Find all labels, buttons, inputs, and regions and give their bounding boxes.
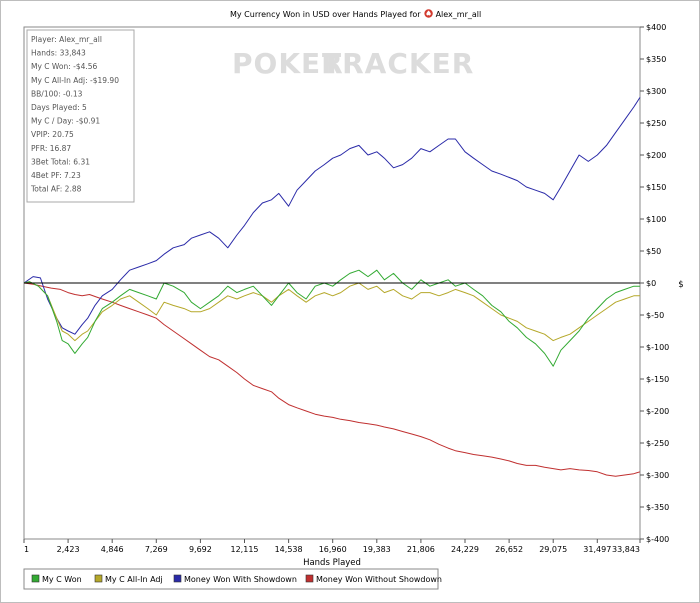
x-axis-title: Hands Played [303, 558, 361, 568]
axes: $400 $350 $300 $250 $200 $150 $100 $50 $0 $-50 $-1… [23, 23, 669, 554]
stats-line: VPIP: 20.75 [31, 130, 74, 139]
chart-title-player: Alex_mr_all [436, 10, 482, 19]
stats-line: Days Played: 5 [31, 103, 87, 112]
stats-line: Total AF: 2.88 [30, 185, 82, 194]
y-tick-label: $50 [646, 247, 661, 256]
x-tick-label: 4,846 [101, 545, 124, 554]
watermark: POKER TRACKER [232, 47, 474, 80]
x-tick-label: 26,652 [495, 545, 523, 554]
legend-label: Money Won With Showdown [184, 575, 297, 584]
stats-line: 4Bet PF: 7.23 [31, 171, 81, 180]
chart-title-text: My Currency Won in USD over Hands Played… [230, 10, 421, 19]
x-tick-label: 31,497 [583, 545, 611, 554]
x-tick-label: 24,229 [451, 545, 479, 554]
x-tick-label: 12,115 [231, 545, 259, 554]
stats-line: My C / Day: -$0.91 [31, 117, 100, 126]
legend-swatch [31, 574, 40, 583]
stats-box-frame [26, 29, 135, 203]
x-tick-label: 21,806 [407, 545, 435, 554]
stats-line: Player: Alex_mr_all [31, 35, 102, 44]
x-tick-label: 29,075 [539, 545, 567, 554]
watermark-left: POKER [232, 47, 344, 80]
x-tick-label: 14,538 [275, 545, 303, 554]
chart-title: My Currency Won in USD over Hands Played… [230, 9, 481, 19]
x-tick-label: 33,843 [612, 545, 640, 554]
y-tick-label: $350 [646, 55, 666, 64]
x-tick-label: 2,423 [57, 545, 80, 554]
stats-line: My C All-In Adj: -$19.90 [31, 76, 119, 85]
y-tick-label: $200 [646, 151, 666, 160]
y-tick-label: $-150 [646, 375, 669, 384]
y-tick-label: $300 [646, 87, 666, 96]
y-tick-label: $150 [646, 183, 666, 192]
y-tick-label: $-100 [646, 343, 669, 352]
x-tick-label: 1 [24, 545, 29, 554]
y-tick-label: $-400 [646, 535, 669, 544]
y-tick-label: $-250 [646, 439, 669, 448]
y-tick-label: $-300 [646, 471, 669, 480]
legend-swatch [94, 574, 103, 583]
x-tick-label: 19,383 [363, 545, 391, 554]
series-line-my-c-all-in-adj [23, 281, 640, 342]
y-tick-label: $-350 [646, 503, 669, 512]
y-axis-title: $ [678, 280, 683, 290]
series-line-money-won-without-showdown [23, 282, 641, 477]
stats-line: Hands: 33,843 [31, 49, 86, 58]
stats-line: 3Bet Total: 6.31 [31, 157, 90, 166]
legend-label: Money Won Without Showdown [316, 575, 442, 584]
legend: My C Won My C All-In Adj Money Won With Sh… [23, 568, 442, 590]
x-tick-label: 9,692 [189, 545, 212, 554]
y-tick-label: $-50 [646, 311, 664, 320]
stats-line: BB/100: -0.13 [31, 89, 83, 98]
x-tick-label: 7,269 [145, 545, 168, 554]
watermark-right: TRACKER [322, 47, 474, 80]
stats-line: PFR: 16.87 [31, 144, 71, 153]
y-tick-label: $400 [646, 23, 666, 32]
y-tick-label: $100 [646, 215, 666, 224]
legend-frame [23, 568, 439, 590]
y-tick-label: $-200 [646, 407, 669, 416]
stats-line: My C Won: -$4.56 [31, 62, 98, 71]
legend-label: My C Won [42, 575, 82, 584]
y-tick-label: $250 [646, 119, 666, 128]
y-tick-label: $0 [646, 279, 656, 288]
stats-box: Player: Alex_mr_all Hands: 33,843 My C Won… [26, 29, 135, 203]
series-line-money-won-with-showdown [23, 97, 641, 335]
spade-icon [424, 9, 433, 18]
legend-swatch [173, 574, 182, 583]
legend-label: My C All-In Adj [105, 575, 163, 584]
legend-swatch [305, 574, 314, 583]
x-tick-label: 16,960 [319, 545, 347, 554]
